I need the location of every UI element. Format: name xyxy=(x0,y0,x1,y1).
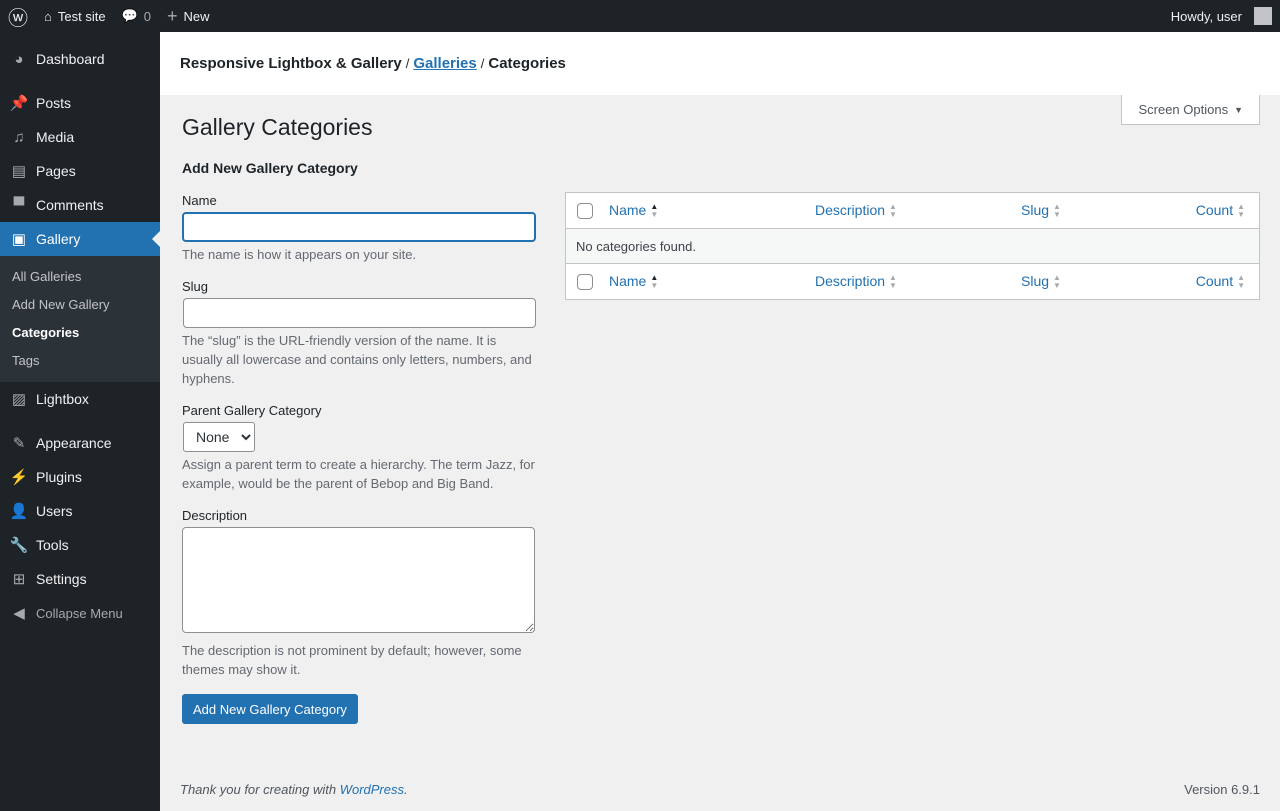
page-title: Gallery Categories xyxy=(182,114,373,140)
empty-message: No categories found. xyxy=(565,228,1260,264)
wrench-icon: 🔧 xyxy=(9,537,29,554)
add-category-form: Name The name is how it appears on your … xyxy=(182,193,537,724)
menu-posts[interactable]: 📌 Posts xyxy=(9,95,72,112)
slug-input[interactable] xyxy=(183,298,536,328)
select-all-checkbox[interactable] xyxy=(577,203,593,220)
gallery-submenu: All Galleries Add New Gallery Categories… xyxy=(0,256,160,382)
admin-menu: ◕ Dashboard 📌 Posts ♫ Media ▤ Pages ▀ Comment… xyxy=(0,32,160,811)
image-icon: ▨ xyxy=(11,391,27,408)
sort-icon: ▲ ▼ xyxy=(650,202,659,220)
galleries-link[interactable]: Galleries xyxy=(413,55,477,72)
slug-help: The “slug” is the URL-friendly version o… xyxy=(182,333,532,386)
add-category-button[interactable]: Add New Gallery Category xyxy=(182,694,358,724)
menu-tools[interactable]: 🔧 Tools xyxy=(9,537,69,554)
sort-icon: ▲ ▼ xyxy=(889,273,897,291)
slug-label: Slug xyxy=(182,279,209,294)
avatar xyxy=(1254,7,1272,25)
caret-down-icon: ▼ xyxy=(1234,104,1243,115)
sort-icon: ▲ ▼ xyxy=(889,202,897,220)
sort-icon: ▲ ▼ xyxy=(1237,273,1245,291)
sort-icon: ▲ ▼ xyxy=(1237,202,1245,220)
wordpress-logo-icon[interactable]: ⓦ xyxy=(8,7,28,30)
description-help: The description is not prominent by defa… xyxy=(182,643,522,677)
menu-settings[interactable]: ⊞ Settings xyxy=(0,562,160,596)
parent-label: Parent Gallery Category xyxy=(182,403,322,418)
column-name[interactable]: Name ▲ ▼ xyxy=(609,201,659,220)
menu-appearance[interactable]: ✎ Appearance xyxy=(0,426,160,460)
screen-options-button[interactable]: Screen Options ▼ xyxy=(1121,95,1260,125)
menu-pages[interactable]: ▤ Pages xyxy=(11,163,76,180)
settings-icon: ⊞ xyxy=(12,571,26,588)
categories-table: Name ▲ ▼ Description ▲ ▼ Slug ▲ ▼ Count ▲ ▼ No c… xyxy=(565,192,1260,300)
form-heading: Add New Gallery Category xyxy=(182,160,358,176)
account-menu[interactable]: Howdy, user xyxy=(1163,0,1280,32)
column-slug[interactable]: Slug ▲ ▼ xyxy=(1021,201,1061,220)
description-label: Description xyxy=(182,508,248,523)
select-all-checkbox-footer[interactable] xyxy=(577,274,593,291)
menu-dashboard[interactable]: ◕ Dashboard xyxy=(0,42,160,76)
media-icon: ♫ xyxy=(13,128,25,146)
column-description[interactable]: Description ▲ ▼ xyxy=(815,201,897,220)
pin-icon: 📌 xyxy=(9,95,29,112)
column-name-footer[interactable]: Name ▲ ▼ xyxy=(609,272,659,291)
menu-lightbox[interactable]: ▨ Lightbox xyxy=(11,391,89,408)
name-input[interactable] xyxy=(182,212,536,242)
parent-select[interactable]: None xyxy=(183,422,255,452)
name-label: Name xyxy=(182,193,217,208)
name-help: The name is how it appears on your site. xyxy=(182,247,417,262)
sort-icon: ▲ ▼ xyxy=(650,273,659,291)
footer-thanks: Thank you for creating with WordPress. xyxy=(180,782,408,797)
submenu-categories[interactable]: Categories xyxy=(12,325,80,340)
column-count[interactable]: Count ▲ ▼ xyxy=(1195,201,1245,220)
pages-icon: ▤ xyxy=(11,163,27,180)
footer: Thank you for creating with WordPress. V… xyxy=(180,782,1260,797)
comment-icon: 💬 xyxy=(121,8,138,23)
parent-help: Assign a parent term to create a hierarc… xyxy=(182,457,535,491)
collapse-menu[interactable]: ◀ Collapse Menu xyxy=(0,596,160,630)
column-slug-footer[interactable]: Slug ▲ ▼ xyxy=(1021,272,1061,291)
column-description-footer[interactable]: Description ▲ ▼ xyxy=(815,272,897,291)
wordpress-link[interactable]: WordPress xyxy=(339,782,404,797)
dashboard-icon: ◕ xyxy=(14,50,24,68)
admin-bar: ⓦ ⌂ Test site 💬 0 + New Howdy, user xyxy=(0,0,1280,32)
column-count-footer[interactable]: Count ▲ ▼ xyxy=(1195,272,1245,291)
collapse-icon: ◀ xyxy=(13,605,25,622)
plus-icon: + xyxy=(166,5,178,26)
sort-icon: ▲ ▼ xyxy=(1053,273,1061,291)
user-icon: 👤 xyxy=(9,503,29,520)
new-content-link[interactable]: + New xyxy=(166,5,210,26)
menu-media[interactable]: ♫ Media xyxy=(0,120,160,154)
comments-link[interactable]: 💬 0 xyxy=(121,8,151,24)
gallery-icon: ▣ xyxy=(11,231,27,248)
menu-users[interactable]: 👤 Users xyxy=(9,503,73,520)
menu-plugins[interactable]: ⚡ Plugins xyxy=(9,469,82,486)
submenu-add-new-gallery[interactable]: Add New Gallery xyxy=(12,297,110,312)
comment-icon: ▀ xyxy=(13,196,25,214)
version: Version 6.9.1 xyxy=(1184,782,1260,797)
breadcrumb: Responsive Lightbox & Gallery / Galleries /… xyxy=(160,32,1280,95)
submenu-tags[interactable]: Tags xyxy=(12,353,40,368)
plugin-icon: ⚡ xyxy=(9,469,29,486)
sort-icon: ▲ ▼ xyxy=(1053,202,1061,220)
site-link[interactable]: ⌂ Test site xyxy=(44,8,106,24)
submenu-all-galleries[interactable]: All Galleries xyxy=(12,269,82,284)
home-icon: ⌂ xyxy=(44,8,52,24)
menu-gallery[interactable]: ▣ Gallery xyxy=(0,222,160,256)
menu-comments[interactable]: ▀ Comments xyxy=(0,188,160,222)
brush-icon: ✎ xyxy=(12,435,26,452)
description-textarea[interactable] xyxy=(182,527,535,633)
